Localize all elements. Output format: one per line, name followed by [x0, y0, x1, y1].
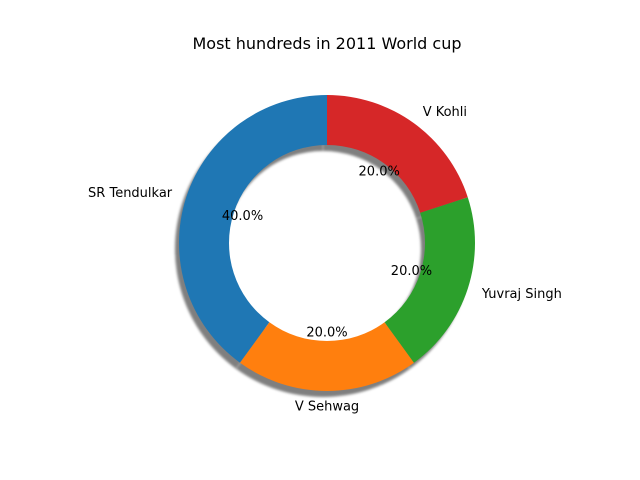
- labels-group: SR Tendulkar 40.0% V Sehwag 20.0% Yuvraj Sin…: [88, 105, 562, 415]
- slice-label-yuvraj-singh: Yuvraj Singh: [481, 287, 562, 302]
- slice-v-sehwag: [240, 322, 414, 392]
- slice-v-kohli: [327, 95, 468, 213]
- slice-yuvraj-singh: [384, 197, 476, 363]
- slice-label-v-sehwag: V Sehwag: [295, 399, 359, 414]
- percent-label-v-sehwag: 20.0%: [306, 325, 347, 340]
- percent-label-sr-tendulkar: 40.0%: [222, 209, 263, 224]
- slice-label-sr-tendulkar: SR Tendulkar: [88, 186, 173, 201]
- slices-group: [178, 95, 476, 392]
- percent-label-v-kohli: 20.0%: [359, 165, 400, 180]
- slice-label-v-kohli: V Kohli: [423, 105, 467, 120]
- percent-label-yuvraj-singh: 20.0%: [391, 264, 432, 279]
- slice-sr-tendulkar: [178, 95, 327, 363]
- chart-title: Most hundreds in 2011 World cup: [192, 34, 461, 53]
